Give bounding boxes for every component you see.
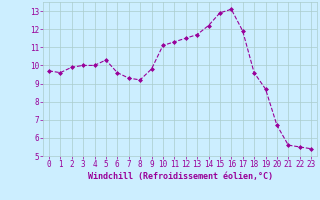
X-axis label: Windchill (Refroidissement éolien,°C): Windchill (Refroidissement éolien,°C) <box>87 172 273 181</box>
